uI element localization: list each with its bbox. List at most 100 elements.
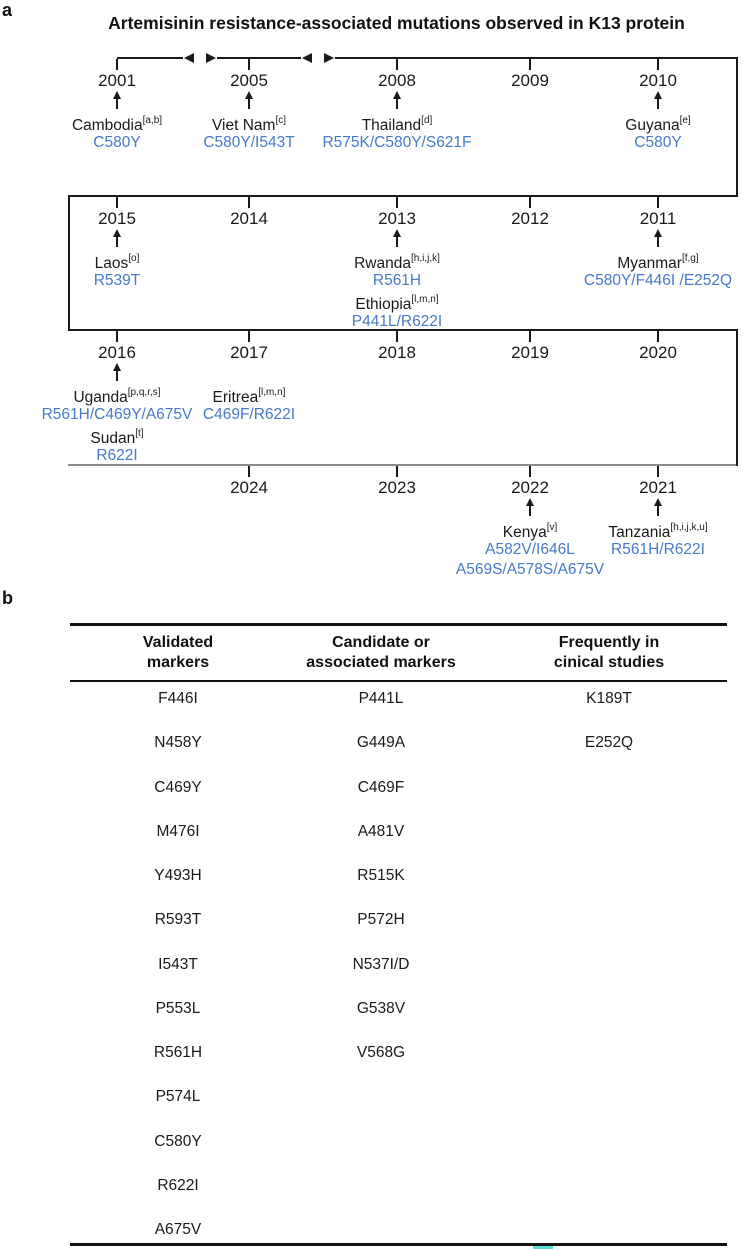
marker-cell: C469Y bbox=[154, 778, 202, 796]
year-label: 2016 bbox=[98, 343, 136, 362]
mutation-label: R575K/C580Y/S621F bbox=[322, 133, 472, 151]
mutation-label: C469F/R622I bbox=[202, 405, 296, 423]
arrow-shaft bbox=[657, 99, 659, 109]
year-tick bbox=[396, 466, 398, 477]
table-header-cell: Candidate or bbox=[332, 634, 430, 651]
up-arrow-icon bbox=[652, 91, 664, 109]
marker-cell: V568G bbox=[356, 1044, 406, 1062]
year-label: 2012 bbox=[511, 209, 549, 228]
mutation-label: R539T bbox=[93, 271, 141, 289]
year-label: 2010 bbox=[639, 71, 677, 90]
table-bottom-rule bbox=[70, 1243, 727, 1246]
year-label: 2011 bbox=[639, 209, 677, 228]
country-name: Viet Nam bbox=[211, 117, 276, 135]
country-name: Ethiopia bbox=[355, 296, 412, 314]
table-header-cell: markers bbox=[146, 654, 210, 671]
year-label: 2024 bbox=[230, 478, 268, 497]
arrow-head bbox=[113, 363, 121, 371]
arrow-shaft bbox=[657, 506, 659, 516]
country-label: Myanmar[f,g] bbox=[438, 250, 743, 274]
panel-b-label: b bbox=[2, 588, 13, 608]
country-name: Myanmar bbox=[617, 255, 682, 273]
teal-mark bbox=[533, 1245, 553, 1249]
up-arrow-icon bbox=[652, 498, 664, 516]
marker-cell: P574L bbox=[155, 1088, 201, 1106]
arrow-head bbox=[113, 91, 121, 99]
year-label: 2020 bbox=[639, 343, 677, 362]
mutation-label: A569S/A578S/A675V bbox=[455, 561, 605, 578]
marker-cell: R593T bbox=[154, 911, 202, 929]
year-label: 2013 bbox=[378, 209, 416, 228]
arrow-head bbox=[393, 91, 401, 99]
arrow-shaft bbox=[116, 371, 118, 381]
arrow-shaft bbox=[248, 99, 250, 109]
marker-cell: M476I bbox=[156, 822, 200, 840]
country-name: Rwanda bbox=[354, 255, 411, 273]
year-tick bbox=[657, 59, 659, 70]
year-tick bbox=[248, 59, 250, 70]
arrow-shaft bbox=[529, 506, 531, 516]
up-arrow-icon bbox=[243, 91, 255, 109]
year-tick bbox=[396, 59, 398, 70]
country-label: Guyana[e] bbox=[438, 112, 743, 136]
year-label: 2018 bbox=[378, 343, 416, 362]
year-tick bbox=[248, 197, 250, 208]
arrow-shaft bbox=[116, 237, 118, 247]
year-tick bbox=[529, 59, 531, 70]
mutation-label: P441L/R622I bbox=[351, 312, 443, 330]
panel-a-label: a bbox=[2, 0, 13, 20]
year-tick bbox=[529, 197, 531, 208]
marker-cell: P441L bbox=[358, 690, 404, 708]
arrow-shaft bbox=[116, 99, 118, 109]
timeline-line bbox=[117, 57, 738, 59]
country-label: Viet Nam[c] bbox=[29, 112, 469, 136]
arrow-shaft bbox=[396, 99, 398, 109]
mutation-label: R622I bbox=[96, 446, 138, 464]
up-arrow-icon bbox=[111, 229, 123, 247]
year-tick bbox=[657, 466, 659, 477]
country-label: Tanzania[h,i,j,k,u] bbox=[438, 519, 743, 543]
year-tick bbox=[116, 197, 118, 208]
country-name: Kenya bbox=[502, 524, 547, 542]
arrow-head bbox=[654, 498, 662, 506]
timeline-break-gap bbox=[183, 55, 217, 61]
up-arrow-icon bbox=[111, 363, 123, 381]
table-top-rule bbox=[70, 623, 727, 626]
year-tick bbox=[529, 466, 531, 477]
mutation-label: R561H bbox=[372, 271, 422, 289]
reference-superscript: [d] bbox=[421, 115, 433, 126]
country-label: Thailand[d] bbox=[177, 112, 617, 136]
marker-cell: E252Q bbox=[584, 734, 634, 752]
up-arrow-icon bbox=[524, 498, 536, 516]
reference-superscript: [t] bbox=[135, 428, 144, 439]
year-label: 2019 bbox=[511, 343, 549, 362]
reference-superscript: [a,b] bbox=[142, 115, 163, 126]
country-name: Sudan bbox=[90, 430, 136, 448]
year-label: 2014 bbox=[230, 209, 268, 228]
country-name: Eritrea bbox=[212, 389, 259, 407]
year-tick bbox=[396, 197, 398, 208]
reference-superscript: [v] bbox=[546, 522, 558, 533]
year-label: 2021 bbox=[639, 478, 677, 497]
marker-cell: A675V bbox=[154, 1221, 202, 1239]
year-tick bbox=[248, 466, 250, 477]
table-header-cell: cinical studies bbox=[553, 654, 665, 671]
year-tick bbox=[529, 331, 531, 342]
table-header-cell: Validated bbox=[142, 634, 214, 651]
timeline-line bbox=[68, 464, 738, 466]
country-name: Thailand bbox=[361, 117, 422, 135]
arrow-head bbox=[654, 229, 662, 237]
arrow-head bbox=[393, 229, 401, 237]
break-arrow-left-icon bbox=[184, 52, 194, 63]
country-name: Tanzania bbox=[608, 524, 671, 542]
year-label: 2022 bbox=[511, 478, 549, 497]
arrow-shaft bbox=[657, 237, 659, 247]
year-tick bbox=[116, 59, 118, 70]
year-tick bbox=[657, 197, 659, 208]
break-arrow-right-icon bbox=[206, 52, 216, 63]
country-name: Uganda bbox=[73, 389, 128, 407]
reference-superscript: [e] bbox=[679, 115, 691, 126]
reference-superscript: [f,g] bbox=[681, 253, 699, 264]
up-arrow-icon bbox=[111, 91, 123, 109]
